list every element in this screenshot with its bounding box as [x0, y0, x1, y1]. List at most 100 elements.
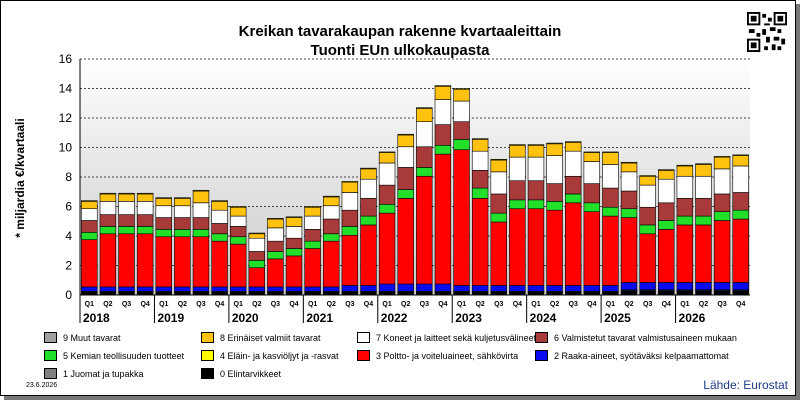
source-note: Lähde: Eurostat	[703, 378, 788, 392]
bar-segment	[211, 286, 228, 292]
bar-segment	[676, 290, 694, 296]
bar-segment	[509, 180, 526, 201]
bar-segment	[285, 216, 303, 218]
bar-segment	[360, 285, 377, 292]
legend-swatch	[535, 350, 548, 361]
bar-segment	[155, 236, 172, 288]
bar-segment	[527, 144, 545, 158]
quarter-label: Q2	[475, 301, 484, 308]
bar-segment	[602, 187, 619, 208]
bar-segment	[378, 203, 396, 214]
legend-item: 8 Erinäiset valmiit tavarat	[201, 332, 321, 343]
bar-segment	[155, 217, 172, 230]
bar-segment	[732, 209, 749, 220]
bar-segment	[378, 162, 396, 186]
bar-segment	[341, 226, 359, 236]
bar-segment	[620, 217, 638, 283]
quarter-label: Q2	[178, 301, 187, 308]
bar-segment	[174, 229, 191, 238]
bar-segment	[267, 286, 284, 292]
quarter-label: Q1	[382, 301, 391, 308]
bar-segment	[378, 283, 396, 292]
y-tick-label: 14	[59, 82, 73, 96]
bar-segment	[658, 290, 675, 296]
bar-segment	[99, 226, 117, 235]
bar-segment	[341, 234, 359, 286]
bar-segment	[583, 202, 601, 212]
bar-segment	[248, 251, 266, 261]
legend-swatch	[535, 332, 548, 343]
date-stamp: 23.6.2026	[26, 382, 58, 389]
bar-segment	[136, 233, 154, 288]
bar-segment	[118, 214, 135, 227]
bar-segment	[397, 198, 414, 285]
bar-segment	[676, 198, 694, 217]
bar-segment	[323, 233, 340, 242]
bar-segment	[509, 199, 526, 210]
bar-segment	[81, 208, 98, 221]
quarter-label: Q3	[420, 301, 429, 308]
quarter-label: Q2	[550, 301, 559, 308]
quarter-label: Q1	[85, 301, 94, 308]
bar-segment	[267, 240, 284, 252]
bar-segment	[81, 232, 98, 240]
bar-segment	[323, 286, 340, 292]
bar-segment	[378, 152, 396, 164]
bar-segment	[602, 152, 619, 165]
bar-segment	[81, 286, 98, 292]
bar-segment	[416, 108, 433, 122]
bar-segment	[267, 218, 284, 229]
bar-segment	[118, 233, 135, 288]
bar-segment	[397, 283, 414, 292]
year-label: 2019	[157, 311, 184, 325]
bar-segment	[192, 229, 210, 238]
legend-label: 5 Kemian teollisuuden tuotteet	[63, 350, 185, 361]
year-label: 2022	[381, 311, 408, 325]
bar-segment	[229, 243, 247, 288]
bar-segment	[564, 175, 582, 195]
bar-segment	[304, 215, 321, 230]
bar-segment	[155, 198, 172, 207]
bar-segment	[695, 198, 712, 217]
bar-segment	[546, 285, 563, 292]
bar-segment	[285, 248, 303, 257]
bar-segment	[248, 233, 266, 239]
bar-segment	[620, 161, 638, 164]
quarter-label: Q3	[122, 301, 131, 308]
bar-segment	[639, 175, 656, 177]
legend-label: 4 Eläin- ja kasviöljyt ja -rasvat	[220, 350, 339, 361]
bar-segment	[360, 198, 377, 217]
y-tick-label: 4	[65, 229, 72, 243]
bar-segment	[285, 226, 303, 239]
bar-segment	[471, 150, 489, 171]
bar-segment	[453, 139, 470, 151]
quarter-label: Q3	[196, 301, 205, 308]
bar-segment	[509, 144, 526, 158]
quarter-label: Q4	[587, 301, 596, 308]
bar-segment	[211, 200, 228, 202]
bar-segment	[416, 146, 433, 168]
bar-segment	[211, 223, 228, 235]
bar-segment	[695, 163, 712, 165]
quarter-label: Q4	[215, 301, 224, 308]
bar-segment	[378, 151, 396, 153]
bar-segment	[304, 206, 321, 208]
bar-segment	[453, 88, 470, 90]
legend-swatch	[357, 332, 370, 343]
bar-segment	[564, 193, 582, 204]
bar-segment	[658, 169, 675, 171]
bar-segment	[323, 205, 340, 220]
quarter-label: Q2	[327, 301, 336, 308]
bar-segment	[229, 215, 247, 227]
bar-segment	[658, 282, 675, 291]
legend-swatch	[201, 332, 214, 343]
bar-segment	[397, 133, 414, 136]
quarter-label: Q2	[624, 301, 633, 308]
quarter-label: Q1	[159, 301, 168, 308]
bar-segment	[490, 212, 507, 223]
bar-segment	[229, 206, 247, 208]
bar-segment	[620, 162, 638, 173]
legend-item: 9 Muut tavarat	[44, 332, 121, 343]
bar-segment	[602, 285, 619, 292]
bar-segment	[155, 205, 172, 218]
